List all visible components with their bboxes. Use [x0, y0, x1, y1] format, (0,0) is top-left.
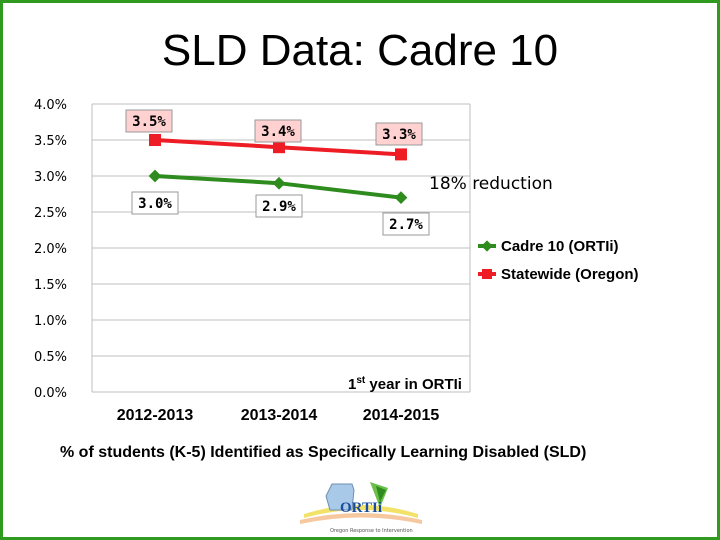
svg-text:Oregon Response to Interventio: Oregon Response to Intervention	[330, 528, 413, 534]
legend-item-statewide: Statewide (Oregon)	[478, 266, 639, 283]
data-label: 3.3%	[382, 127, 416, 143]
data-label-box	[254, 119, 302, 143]
data-label-box	[125, 109, 173, 133]
cadre-point	[272, 176, 286, 190]
y-tick-label: 2.5%	[34, 206, 67, 221]
svg-text:ORTIi: ORTIi	[340, 500, 382, 516]
statewide-point	[149, 134, 161, 146]
cadre-point	[394, 191, 408, 204]
reduction-annotation: 18% reduction	[429, 174, 553, 194]
y-tick-label: 2.0%	[34, 242, 67, 257]
series-lines	[148, 134, 408, 204]
y-tick-label: 0.0%	[34, 386, 67, 401]
y-tick-label: 3.0%	[34, 170, 67, 185]
x-tick-label: 2013-2014	[241, 407, 318, 424]
legend-marker-cadre	[481, 240, 493, 252]
y-tick-label: 4.0%	[34, 98, 67, 113]
slide-title: SLD Data: Cadre 10	[161, 26, 559, 75]
statewide-point	[273, 141, 285, 154]
y-tick-label: 0.5%	[34, 350, 67, 365]
data-label-box	[255, 194, 303, 218]
legend-label-statewide: Statewide (Oregon)	[501, 266, 639, 283]
y-tick-label: 3.5%	[34, 134, 67, 149]
x-axis-ticks: 2012-2013 2013-2014 2014-2015	[117, 407, 440, 424]
data-label: 2.7%	[389, 217, 423, 233]
legend: Cadre 10 (ORTIi) Statewide (Oregon)	[478, 238, 639, 283]
legend-marker-statewide	[482, 269, 492, 279]
x-tick-label: 2012-2013	[117, 407, 194, 424]
x-tick-label: 2014-2015	[363, 407, 440, 424]
y-tick-label: 1.5%	[34, 278, 67, 293]
data-label: 3.0%	[138, 196, 172, 212]
cadre-point	[148, 169, 162, 183]
data-label-box	[382, 212, 430, 236]
data-label: 3.4%	[261, 124, 295, 140]
data-label: 3.5%	[132, 114, 166, 130]
first-year-annotation: 1st year in ORTIi	[348, 375, 462, 393]
data-labels: 3.0% 2.9% 2.7% 3.5% 3.4% 3.3%	[125, 109, 430, 236]
legend-label-cadre: Cadre 10 (ORTIi)	[501, 238, 619, 255]
grid-lines	[91, 103, 471, 393]
legend-item-cadre: Cadre 10 (ORTIi)	[478, 238, 619, 255]
y-axis-ticks: 4.0% 3.5% 3.0% 2.5% 2.0% 1.5% 1.0% 0.5% 0.0%	[34, 98, 67, 401]
data-label: 2.9%	[262, 199, 296, 215]
ortii-logo: ORTIi Oregon Response to Intervention	[296, 478, 426, 536]
data-label-box	[131, 191, 179, 215]
data-label-box	[375, 122, 423, 146]
y-tick-label: 1.0%	[34, 314, 67, 329]
statewide-point	[395, 148, 407, 161]
chart-caption: % of students (K-5) Identified as Specif…	[60, 444, 587, 461]
